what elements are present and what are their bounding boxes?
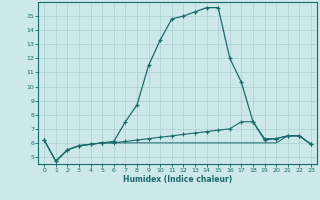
X-axis label: Humidex (Indice chaleur): Humidex (Indice chaleur) [123, 175, 232, 184]
